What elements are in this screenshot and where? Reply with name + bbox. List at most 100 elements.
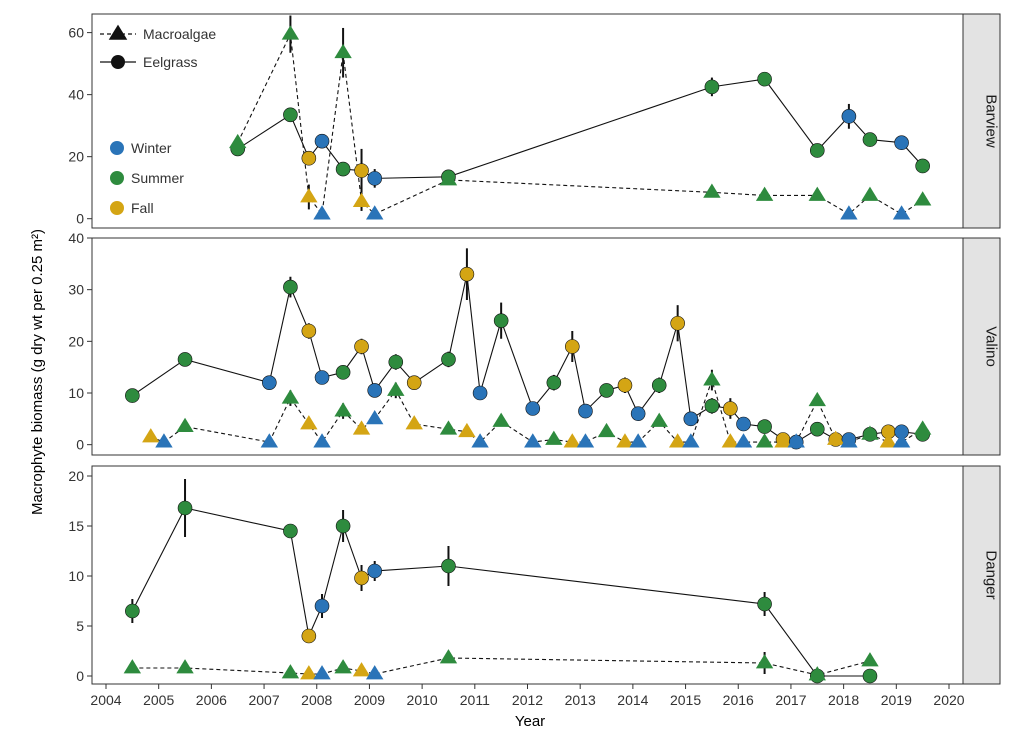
macroalgae-point bbox=[576, 433, 595, 448]
eelgrass-point bbox=[757, 596, 772, 612]
panel-frame bbox=[91, 13, 964, 229]
x-tick-label: 2012 bbox=[512, 692, 543, 708]
eelgrass-point bbox=[301, 628, 317, 644]
y-tick-label: 40 bbox=[68, 87, 84, 103]
macroalgae-point bbox=[334, 659, 352, 674]
x-tick-label: 2005 bbox=[143, 692, 174, 708]
x-tick-label: 2009 bbox=[354, 692, 385, 708]
macroalgae-point bbox=[840, 433, 858, 448]
macroalgae-point bbox=[300, 415, 318, 430]
eelgrass-point bbox=[388, 354, 404, 370]
eelgrass-point bbox=[367, 383, 383, 398]
macroalgae-point bbox=[260, 433, 279, 448]
macroalgae-point bbox=[123, 659, 142, 674]
macroalgae-line bbox=[237, 32, 923, 216]
panel-danger: Danger 0 5 10 15 20 2004 2005 2006 2007 2008 2009 20… bbox=[68, 465, 1001, 708]
legend-circle-icon bbox=[111, 55, 125, 69]
macroalgae-point bbox=[913, 420, 932, 435]
panel-valino: Valino 0 10 20 30 40 bbox=[68, 230, 1001, 456]
x-tick-label: 2004 bbox=[90, 692, 121, 708]
eelgrass-point bbox=[459, 266, 475, 282]
eelgrass-point bbox=[493, 313, 509, 328]
macroalgae-point bbox=[755, 654, 774, 669]
legend-swatch-summer bbox=[110, 171, 124, 185]
y-tick-label: 15 bbox=[68, 518, 84, 534]
eelgrass-line bbox=[131, 507, 870, 677]
eelgrass-point bbox=[125, 388, 140, 403]
eelgrass-point bbox=[736, 416, 751, 432]
eelgrass-point bbox=[354, 339, 369, 354]
eelgrass-point bbox=[757, 419, 772, 434]
macroalgae-point bbox=[334, 43, 352, 59]
macroalgae-point bbox=[313, 433, 331, 448]
macroalgae-point bbox=[563, 433, 581, 448]
eelgrass-point bbox=[564, 339, 580, 354]
macroalgae-point bbox=[774, 433, 792, 448]
y-tick-label: 0 bbox=[76, 211, 84, 227]
eelgrass-point bbox=[367, 171, 383, 186]
eelgrass-point bbox=[314, 598, 330, 614]
y-tick-label: 30 bbox=[68, 282, 84, 298]
eelgrass-point bbox=[335, 161, 351, 177]
macroalgae-point bbox=[734, 433, 753, 448]
eelgrass-point bbox=[809, 421, 825, 437]
legend-swatch-winter bbox=[110, 141, 124, 155]
eelgrass-point bbox=[441, 558, 456, 574]
strip-label-barview: Barview bbox=[983, 94, 1000, 148]
macroalgae-point bbox=[366, 409, 384, 425]
strip-background bbox=[962, 13, 1001, 229]
panel-frame bbox=[91, 237, 964, 456]
macroalgae-point bbox=[366, 665, 384, 680]
eelgrass-point bbox=[630, 406, 646, 421]
eelgrass-point bbox=[546, 375, 562, 390]
eelgrass-point bbox=[704, 79, 720, 95]
eelgrass-point bbox=[177, 500, 193, 516]
strip-background bbox=[962, 237, 1001, 456]
macroalgae-point bbox=[229, 133, 247, 149]
eelgrass-point bbox=[757, 71, 772, 87]
legend-triangle-icon bbox=[108, 24, 128, 40]
eelgrass-point bbox=[862, 668, 878, 684]
legend: Macroalgae Eelgrass Winter Summer Fall bbox=[100, 24, 216, 216]
strip-label-valino: Valino bbox=[983, 326, 1000, 367]
macroalgae-point bbox=[439, 420, 458, 435]
y-tick-label: 0 bbox=[76, 437, 84, 453]
macroalgae-point bbox=[703, 183, 721, 198]
macroalgae-point bbox=[808, 186, 826, 201]
x-tick-label: 2015 bbox=[670, 692, 701, 708]
macroalgae-point bbox=[755, 433, 774, 448]
eelgrass-point bbox=[704, 398, 720, 414]
macroalgae-point bbox=[458, 422, 476, 438]
x-tick-label: 2018 bbox=[828, 692, 859, 708]
macroalgae-point bbox=[545, 430, 563, 445]
macroalgae-point bbox=[703, 371, 721, 386]
y-tick-label: 20 bbox=[68, 468, 84, 484]
macroalgae-point bbox=[616, 433, 634, 448]
y-tick-label: 20 bbox=[68, 149, 84, 165]
y-tick-label: 0 bbox=[76, 668, 84, 684]
macroalgae-point bbox=[892, 433, 911, 448]
macroalgae-point bbox=[352, 662, 371, 677]
macroalgae-point bbox=[629, 433, 647, 448]
y-tick-label: 20 bbox=[68, 333, 84, 349]
macroalgae-line bbox=[132, 657, 871, 676]
macroalgae-point bbox=[787, 433, 805, 448]
legend-label-macroalgae: Macroalgae bbox=[143, 26, 216, 42]
macroalgae-point bbox=[142, 428, 160, 443]
legend-label-winter: Winter bbox=[131, 140, 172, 156]
eelgrass-point bbox=[472, 385, 488, 401]
macroalgae-point bbox=[387, 381, 405, 396]
macroalgae-point bbox=[155, 433, 173, 448]
x-tick-label: 2008 bbox=[301, 692, 332, 708]
macroalgae-point bbox=[176, 417, 194, 432]
macroalgae-point bbox=[668, 433, 687, 448]
eelgrass-point bbox=[894, 135, 909, 151]
eelgrass-point bbox=[578, 403, 593, 419]
eelgrass-point bbox=[406, 375, 422, 390]
eelgrass-point bbox=[683, 411, 699, 427]
macroalgae-point bbox=[524, 433, 542, 448]
macroalgae-point bbox=[405, 415, 423, 430]
macroalgae-point bbox=[281, 25, 300, 40]
x-tick-label: 2016 bbox=[723, 692, 754, 708]
